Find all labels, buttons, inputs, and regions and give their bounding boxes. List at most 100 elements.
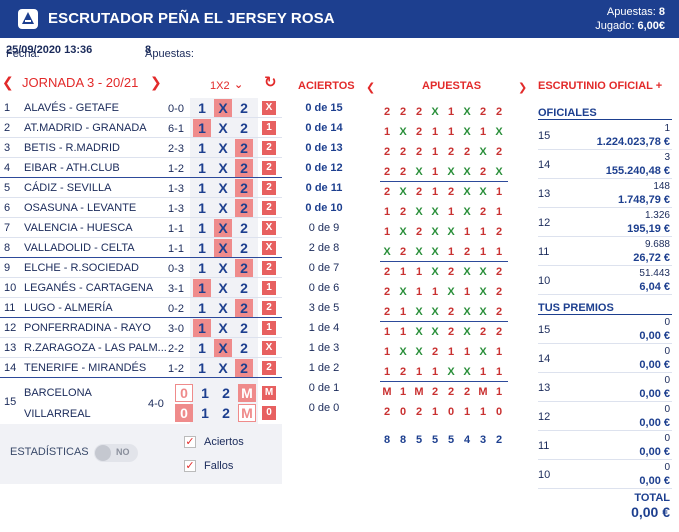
chevron-left-icon[interactable]: ❮ <box>2 74 14 90</box>
apuesta-pick: X <box>399 286 407 298</box>
acierto-value: 0 de 9 <box>308 222 340 234</box>
row-divider <box>0 297 282 298</box>
refresh-icon[interactable]: ↻ <box>264 74 277 91</box>
apuesta-pick: 1 <box>495 186 503 198</box>
prize-amount: 6,04 € <box>639 281 670 293</box>
pleno-pick-m[interactable]: M <box>238 404 256 422</box>
pick-x[interactable]: X <box>214 219 232 237</box>
pick-2[interactable]: 2 <box>235 199 253 217</box>
pick-2[interactable]: 2 <box>240 340 248 356</box>
apuestas-prev-icon[interactable]: ❮ <box>366 82 376 94</box>
row-divider <box>0 357 282 358</box>
match-result: 1-2 <box>168 363 184 375</box>
acierto-value: 0 de 11 <box>305 182 343 194</box>
category: 13 <box>538 188 551 200</box>
result-badge: 1 <box>262 121 276 135</box>
pick-2[interactable]: 2 <box>235 159 253 177</box>
oficiales-row: 15 1 1.224.023,78 € <box>538 122 672 150</box>
pleno-pick-2[interactable]: 2 <box>222 405 230 421</box>
apuestas-next-icon[interactable]: ❯ <box>518 82 528 94</box>
pleno-pick-m[interactable]: M <box>238 384 256 402</box>
pick-1[interactable]: 1 <box>198 160 206 176</box>
apuesta-pick: 2 <box>447 306 455 318</box>
mode-select[interactable]: 1X2 <box>210 80 230 92</box>
match-result: 0-2 <box>168 303 184 315</box>
pleno-pick-0[interactable]: 0 <box>175 404 193 422</box>
group-divider <box>0 257 282 258</box>
estadisticas-toggle[interactable]: NO <box>94 444 138 462</box>
apuesta-pick: 1 <box>495 246 503 258</box>
pick-x[interactable]: X <box>218 140 228 156</box>
pick-x[interactable]: X <box>218 280 228 296</box>
category: 11 <box>538 440 550 452</box>
pick-1[interactable]: 1 <box>198 240 206 256</box>
pick-2[interactable]: 2 <box>235 139 253 157</box>
match-num: 11 <box>4 302 16 314</box>
pick-2[interactable]: 2 <box>240 240 248 256</box>
match-teams: ALAVÉS - GETAFE <box>24 102 119 114</box>
match-num: 10 <box>4 282 17 294</box>
oficiales-title: OFICIALES <box>538 107 597 119</box>
pick-2[interactable]: 2 <box>235 179 253 197</box>
pick-2[interactable]: 2 <box>235 299 253 317</box>
pleno-result-badge: M <box>262 386 276 400</box>
pick-x[interactable]: X <box>218 180 228 196</box>
apuesta-pick: 1 <box>463 406 471 418</box>
pick-2[interactable]: 2 <box>235 259 253 277</box>
total-value: 0,00 € <box>631 504 670 520</box>
pick-1[interactable]: 1 <box>198 220 206 236</box>
pick-1[interactable]: 1 <box>198 100 206 116</box>
acierto-value: 1 de 4 <box>308 322 340 334</box>
pick-x[interactable]: X <box>218 360 228 376</box>
oficiales-row: 13 148 1.748,79 € <box>538 180 672 208</box>
pick-1[interactable]: 1 <box>193 119 211 137</box>
apuesta-pick: 2 <box>415 106 423 118</box>
chevron-right-icon[interactable]: ❯ <box>150 74 162 90</box>
pick-1[interactable]: 1 <box>198 360 206 376</box>
match-teams: CÁDIZ - SEVILLA <box>24 182 112 194</box>
pick-1[interactable]: 1 <box>198 340 206 356</box>
pick-1[interactable]: 1 <box>198 260 206 276</box>
pick-2[interactable]: 2 <box>240 120 248 136</box>
app-logo-icon <box>18 9 38 29</box>
pick-x[interactable]: X <box>214 99 232 117</box>
pick-2[interactable]: 2 <box>240 220 248 236</box>
escrutinio-header[interactable]: ESCRUTINIO OFICIAL + <box>538 80 663 92</box>
pick-x[interactable]: X <box>218 260 228 276</box>
apuesta-pick: 2 <box>383 106 391 118</box>
pick-x[interactable]: X <box>218 200 228 216</box>
prize-amount: 195,19 € <box>627 223 670 235</box>
pick-x[interactable]: X <box>214 239 232 257</box>
pick-x[interactable]: X <box>218 160 228 176</box>
group-divider <box>380 381 508 382</box>
pick-2[interactable]: 2 <box>240 280 248 296</box>
apuesta-pick: X <box>399 346 407 358</box>
apuesta-pick: 2 <box>463 386 471 398</box>
pleno-pick-1[interactable]: 1 <box>201 405 209 421</box>
aciertos-checkbox[interactable]: ✓ <box>184 436 196 448</box>
pick-1[interactable]: 1 <box>198 300 206 316</box>
pleno-pick-0[interactable]: 0 <box>175 384 193 402</box>
fallos-checkbox[interactable]: ✓ <box>184 460 196 472</box>
pick-x[interactable]: X <box>218 320 228 336</box>
pick-x[interactable]: X <box>218 120 228 136</box>
pleno-pick-2[interactable]: 2 <box>222 385 230 401</box>
pick-2[interactable]: 2 <box>235 359 253 377</box>
category: 10 <box>538 275 551 287</box>
pleno-pick-1[interactable]: 1 <box>201 385 209 401</box>
pick-2[interactable]: 2 <box>240 320 248 336</box>
chevron-down-icon[interactable]: ⌄ <box>234 79 244 91</box>
pick-1[interactable]: 1 <box>198 140 206 156</box>
result-badge: 2 <box>262 141 276 155</box>
pick-1[interactable]: 1 <box>198 180 206 196</box>
pick-1[interactable]: 1 <box>193 319 211 337</box>
apuesta-pick: 2 <box>495 266 503 278</box>
pick-x[interactable]: X <box>214 339 232 357</box>
pick-x[interactable]: X <box>218 300 228 316</box>
pick-1[interactable]: 1 <box>193 279 211 297</box>
pick-1[interactable]: 1 <box>198 200 206 216</box>
pick-2[interactable]: 2 <box>240 100 248 116</box>
jornada-header: ❮ JORNADA 3 - 20/21 ❯ 1X2 ⌄ ↻ <box>0 72 290 96</box>
